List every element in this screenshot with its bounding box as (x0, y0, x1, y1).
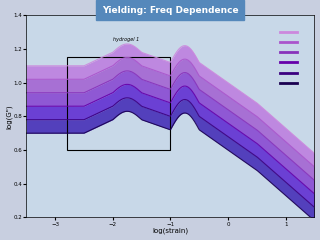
Title: Yielding: Freq Dependence: Yielding: Freq Dependence (102, 6, 239, 15)
X-axis label: log(strain): log(strain) (152, 228, 188, 234)
Y-axis label: log(G"): log(G") (5, 104, 12, 129)
Text: hydrogel 1: hydrogel 1 (113, 36, 139, 42)
Bar (67, 57, 171, 150)
